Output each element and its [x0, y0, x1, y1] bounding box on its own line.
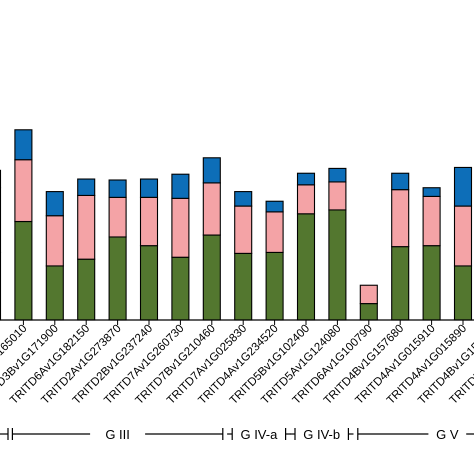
group-label: G III [105, 427, 130, 442]
bar-segment-blue [202, 157, 221, 184]
bar-segment-pink [171, 197, 190, 258]
bar-segment-blue [77, 178, 96, 196]
bar-segment-pink [14, 159, 33, 223]
bar-segment-green [234, 252, 253, 321]
bar-segment-pink [0, 187, 2, 253]
group-label: G IV-b [303, 427, 340, 442]
bar-segment-pink [139, 196, 159, 247]
bar-segment-green [108, 236, 127, 321]
bars-layer [0, 129, 473, 321]
bar-segment-green [328, 209, 347, 321]
bar-segment-green [359, 303, 378, 321]
bar-segment-green [296, 213, 316, 321]
bar-segment-green [0, 251, 2, 321]
bar-segment-blue [139, 178, 159, 198]
bar-segment-pink [45, 215, 64, 267]
bar-segment-pink [296, 184, 316, 215]
bar-segment-green [77, 258, 96, 321]
bar-segment-pink [265, 211, 284, 253]
bar-segment-blue [45, 191, 64, 217]
bar-segment-green [14, 220, 33, 321]
bar-segment-green [139, 245, 159, 321]
bar-segment-green [202, 234, 221, 321]
bar-segment-blue [328, 167, 347, 183]
bar-segment-blue [0, 169, 2, 189]
bar-segment-green [171, 256, 190, 321]
bar-segment-blue [422, 187, 441, 197]
group-label: G IV-a [240, 427, 278, 442]
bar-segment-blue [453, 166, 473, 207]
bar-segment-green [453, 265, 473, 321]
bar-segment-pink [453, 205, 473, 267]
bar-segment-blue [234, 191, 253, 207]
bar-segment-pink [77, 194, 96, 260]
bar-segment-pink [202, 182, 221, 236]
bar-segment-green [422, 245, 441, 321]
bar-segment-blue [391, 172, 410, 191]
bar-segment-green [45, 265, 64, 321]
bar-segment-pink [234, 205, 253, 254]
bar-segment-blue [265, 200, 284, 213]
bar-segment-blue [108, 179, 127, 198]
group-brackets-layer: G III G IV-a G IV-b G V [0, 427, 474, 442]
bar-segment-pink [108, 196, 127, 238]
bar-segment-pink [359, 284, 378, 305]
x-tick-labels-layer: …0…165010TRITD3Bv1G171900TRITD6Av1G18215… [0, 323, 474, 407]
bar-segment-blue [14, 129, 33, 161]
bar-segment-pink [391, 189, 410, 248]
group-label: G V [436, 427, 459, 442]
bar-segment-pink [422, 195, 441, 247]
bar-segment-green [265, 251, 284, 321]
x-ticks-layer [22, 320, 464, 325]
bar-segment-pink [328, 181, 347, 211]
bar-segment-blue [296, 172, 316, 186]
bar-segment-blue [171, 173, 190, 199]
bar-segment-green [391, 246, 410, 321]
